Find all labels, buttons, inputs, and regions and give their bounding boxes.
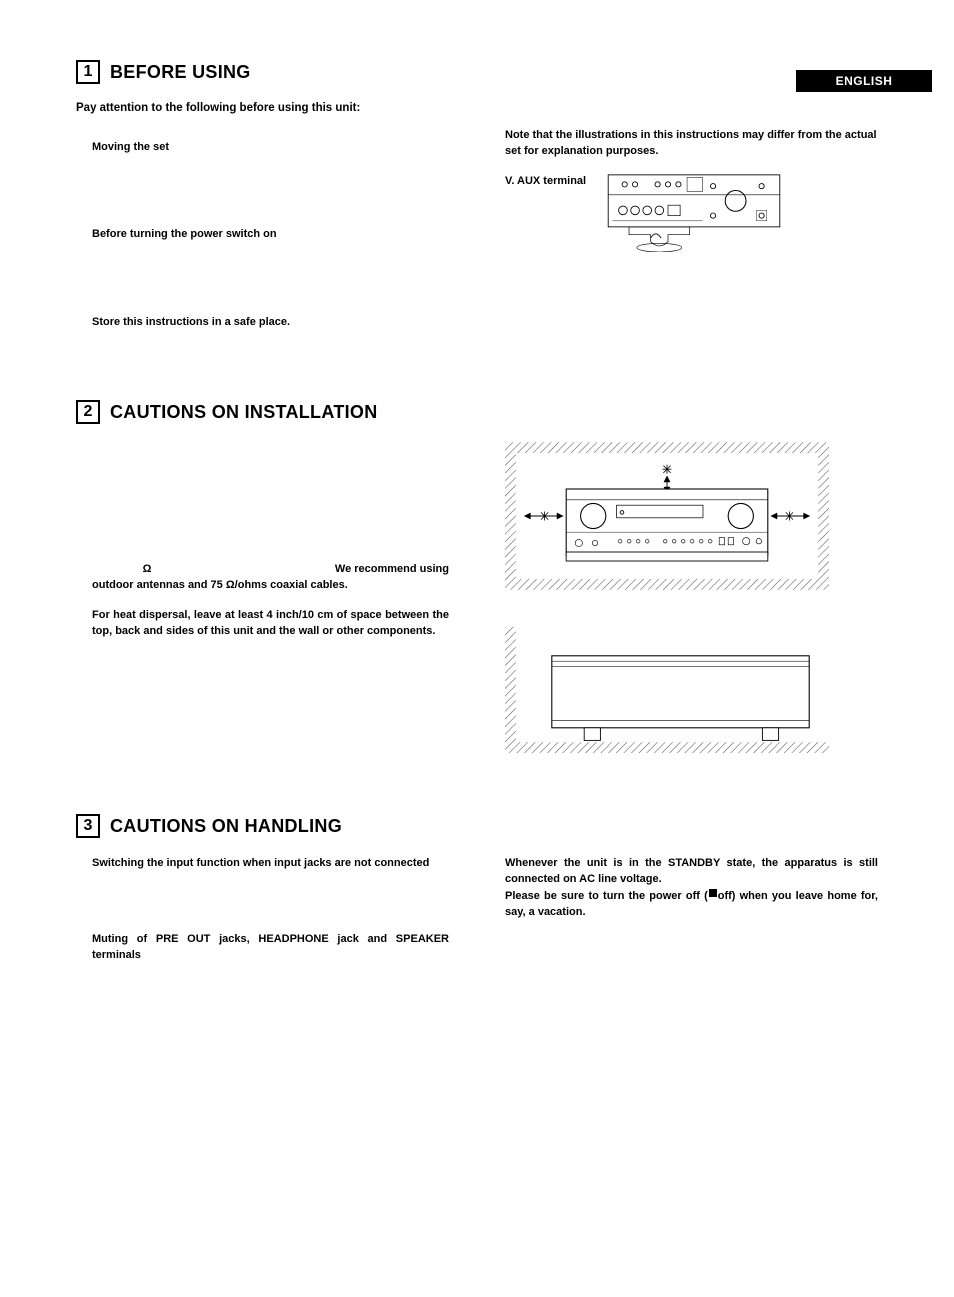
- two-column: Moving the set Before turning the power …: [76, 128, 878, 330]
- section-title: BEFORE USING: [110, 62, 251, 83]
- clearance-top-illustration: [505, 442, 829, 590]
- two-column: Switching the input function when input …: [76, 856, 878, 964]
- ohm-text: Ω We recommend using outdoor antennas an…: [92, 562, 449, 594]
- right-col: Whenever the unit is in the STANDBY stat…: [505, 856, 878, 964]
- section-cautions-handling: 3 CAUTIONS ON HANDLING Switching the inp…: [76, 814, 878, 964]
- subhead-switching-input: Switching the input function when input …: [92, 856, 449, 872]
- section-cautions-installation: 2 CAUTIONS ON INSTALLATION Ω We recommen…: [76, 400, 878, 758]
- aux-terminal-illustration: [604, 174, 784, 252]
- power-off-icon: [708, 888, 718, 904]
- subhead-moving-set: Moving the set: [92, 140, 449, 155]
- section-intro: Pay attention to the following before us…: [76, 102, 878, 114]
- standby-text: Whenever the unit is in the STANDBY stat…: [505, 856, 878, 888]
- ohm-recommend: We recommend using: [335, 562, 449, 578]
- power-off-prefix: Please be sure to turn the power off (: [505, 890, 708, 902]
- subhead-before-power: Before turning the power switch on: [92, 227, 449, 242]
- section-title: CAUTIONS ON INSTALLATION: [110, 402, 378, 423]
- section-number: 2: [76, 400, 100, 424]
- subhead-store-instructions: Store this instructions in a safe place.: [92, 315, 449, 330]
- ohm-continuation: outdoor antennas and 75 Ω/ohms coaxial c…: [92, 578, 449, 594]
- language-tab: ENGLISH: [796, 70, 932, 92]
- section-header: 2 CAUTIONS ON INSTALLATION: [76, 400, 878, 424]
- ohm-symbol: Ω: [92, 562, 202, 578]
- section-header: 1 BEFORE USING: [76, 60, 878, 84]
- right-col: [505, 442, 878, 758]
- right-col: Note that the illustrations in this inst…: [505, 128, 878, 330]
- illustration-note: Note that the illustrations in this inst…: [505, 128, 878, 160]
- clearance-side-illustration: [505, 627, 829, 753]
- power-off-text: Please be sure to turn the power off (of…: [505, 888, 878, 921]
- section-title: CAUTIONS ON HANDLING: [110, 816, 342, 837]
- left-col: Ω We recommend using outdoor antennas an…: [76, 442, 449, 758]
- section-header: 3 CAUTIONS ON HANDLING: [76, 814, 878, 838]
- section-number: 1: [76, 60, 100, 84]
- section-number: 3: [76, 814, 100, 838]
- section-before-using: 1 BEFORE USING Pay attention to the foll…: [76, 60, 878, 330]
- aux-terminal-label: V. AUX terminal: [505, 174, 586, 189]
- two-column: Ω We recommend using outdoor antennas an…: [76, 442, 878, 758]
- left-col: Moving the set Before turning the power …: [76, 128, 449, 330]
- subhead-muting: Muting of PRE OUT jacks, HEADPHONE jack …: [92, 932, 449, 964]
- heat-dispersal-text: For heat dispersal, leave at least 4 inc…: [92, 608, 449, 640]
- page: ENGLISH 1 BEFORE USING Pay attention to …: [0, 60, 954, 1297]
- left-col: Switching the input function when input …: [76, 856, 449, 964]
